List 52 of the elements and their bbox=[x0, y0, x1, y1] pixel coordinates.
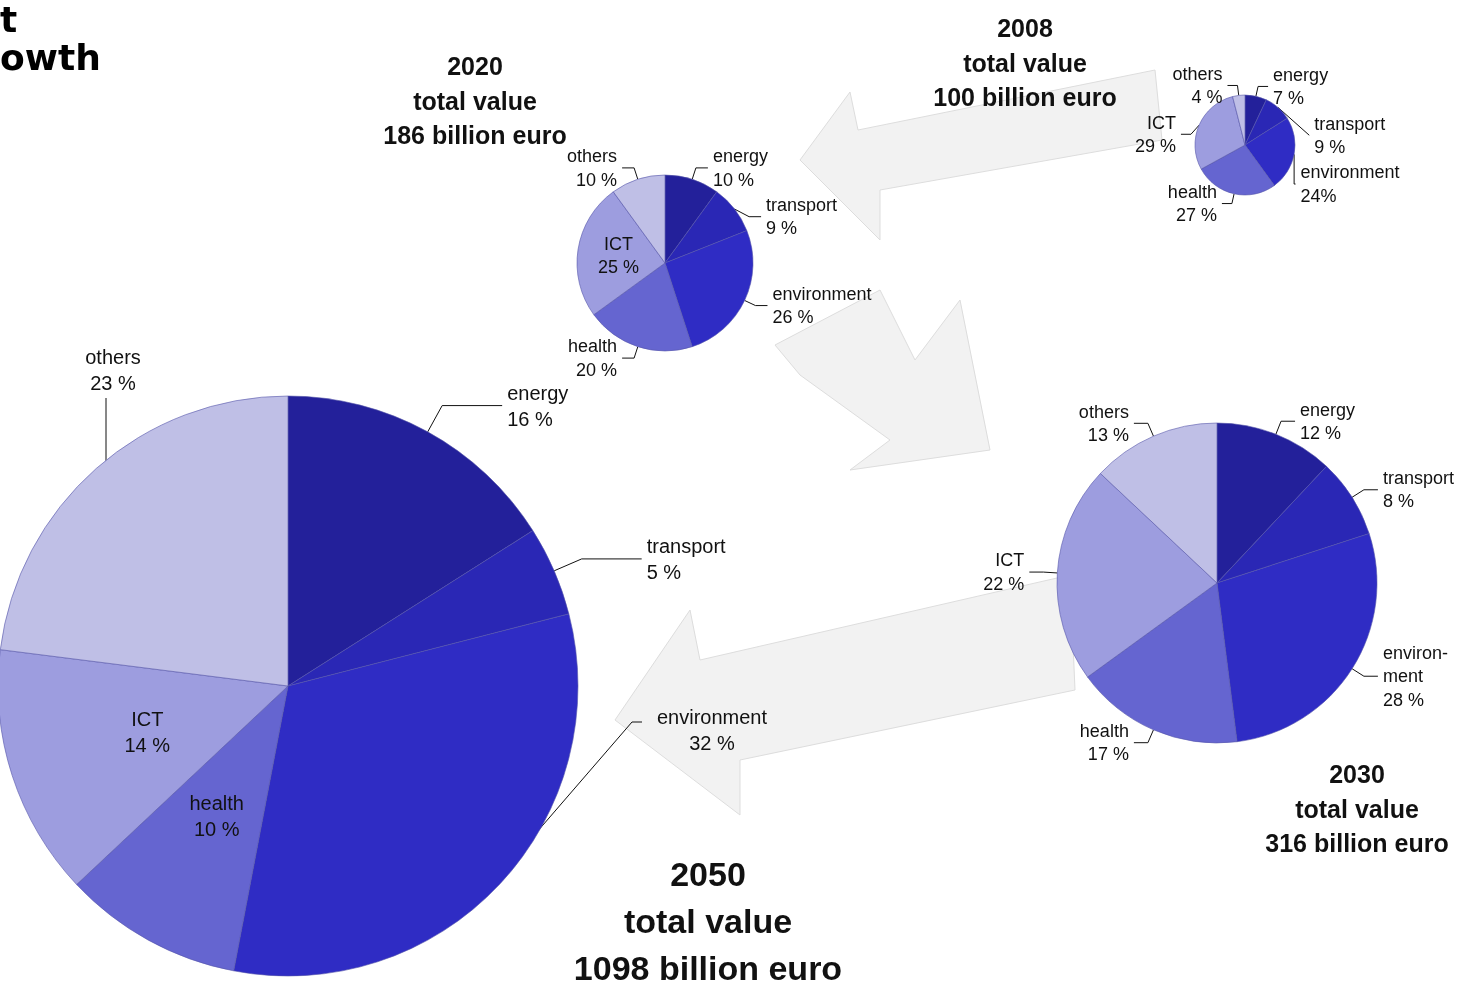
slice-label: ICT bbox=[1146, 112, 1176, 133]
data-label: 23 % bbox=[90, 372, 137, 394]
chart-title: 2020 total value 186 billion euro bbox=[383, 52, 567, 150]
slice-label: health bbox=[1167, 181, 1217, 202]
data-label: 13 % bbox=[1087, 425, 1129, 446]
slice-label: energy bbox=[712, 146, 768, 167]
slice-label: ICT bbox=[131, 707, 164, 730]
data-label: 16 % bbox=[507, 407, 553, 430]
slice-label: ICT bbox=[604, 233, 634, 254]
slice-label: environment bbox=[656, 706, 768, 728]
data-label: 29 % bbox=[1134, 135, 1176, 156]
slice-label: environment bbox=[1300, 162, 1400, 183]
data-label: 9 % bbox=[766, 218, 798, 239]
slice-label: transport bbox=[646, 534, 727, 557]
slice-label: ICT bbox=[995, 550, 1025, 571]
data-label: 22 % bbox=[983, 573, 1025, 594]
slice-label: others bbox=[1172, 63, 1223, 84]
data-label: 10 % bbox=[193, 817, 240, 840]
data-label: 8 % bbox=[1382, 491, 1414, 512]
text: 2050 total value 1098 billion euro bbox=[573, 855, 843, 981]
data-label: 20 % bbox=[576, 359, 618, 380]
data-label: 5 % bbox=[646, 560, 682, 583]
data-label: 9 % bbox=[1314, 136, 1346, 157]
text: 2030 total value 316 billion euro bbox=[1265, 760, 1449, 858]
slice-label: health bbox=[189, 791, 244, 814]
data-label: 7 % bbox=[1273, 88, 1305, 109]
data-label: 17 % bbox=[1087, 744, 1129, 765]
chart-title: 2008 total value 100 billion euro bbox=[933, 14, 1117, 112]
slice-label: energy bbox=[1300, 399, 1356, 420]
data-label: 32 % bbox=[689, 732, 736, 754]
data-label: 4 % bbox=[1191, 87, 1223, 108]
data-label: 27 % bbox=[1175, 205, 1217, 226]
slice-label: others bbox=[1078, 401, 1129, 422]
slice-label: environment bbox=[772, 283, 872, 304]
data-label: 12 % bbox=[1300, 422, 1342, 443]
slice-label: energy bbox=[1273, 64, 1329, 85]
slice-label: transport bbox=[1314, 113, 1386, 134]
data-label: 10 % bbox=[576, 169, 618, 190]
data-label: 14 % bbox=[124, 733, 171, 756]
slice-label: environ- ment bbox=[1382, 642, 1448, 687]
data-label: 26 % bbox=[772, 307, 814, 328]
slice-label: transport bbox=[1382, 468, 1454, 489]
slice-label: energy bbox=[507, 381, 569, 404]
data-label: 25 % bbox=[598, 257, 640, 278]
slice-label: health bbox=[568, 336, 618, 357]
slice-label: transport bbox=[766, 194, 838, 215]
slice-label: others bbox=[567, 146, 618, 167]
data-label: 28 % bbox=[1382, 689, 1424, 710]
slice-label: health bbox=[1079, 720, 1129, 741]
slice-label: others bbox=[85, 346, 141, 368]
data-label: 10 % bbox=[712, 169, 754, 190]
data-label: 24% bbox=[1300, 185, 1337, 206]
